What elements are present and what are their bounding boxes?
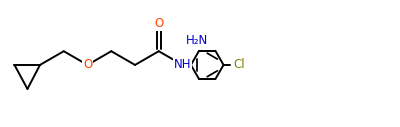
Text: O: O [154,17,163,30]
Text: NH: NH [174,58,191,71]
Text: H₂N: H₂N [186,34,208,47]
Text: O: O [83,58,92,71]
Text: Cl: Cl [234,58,246,71]
